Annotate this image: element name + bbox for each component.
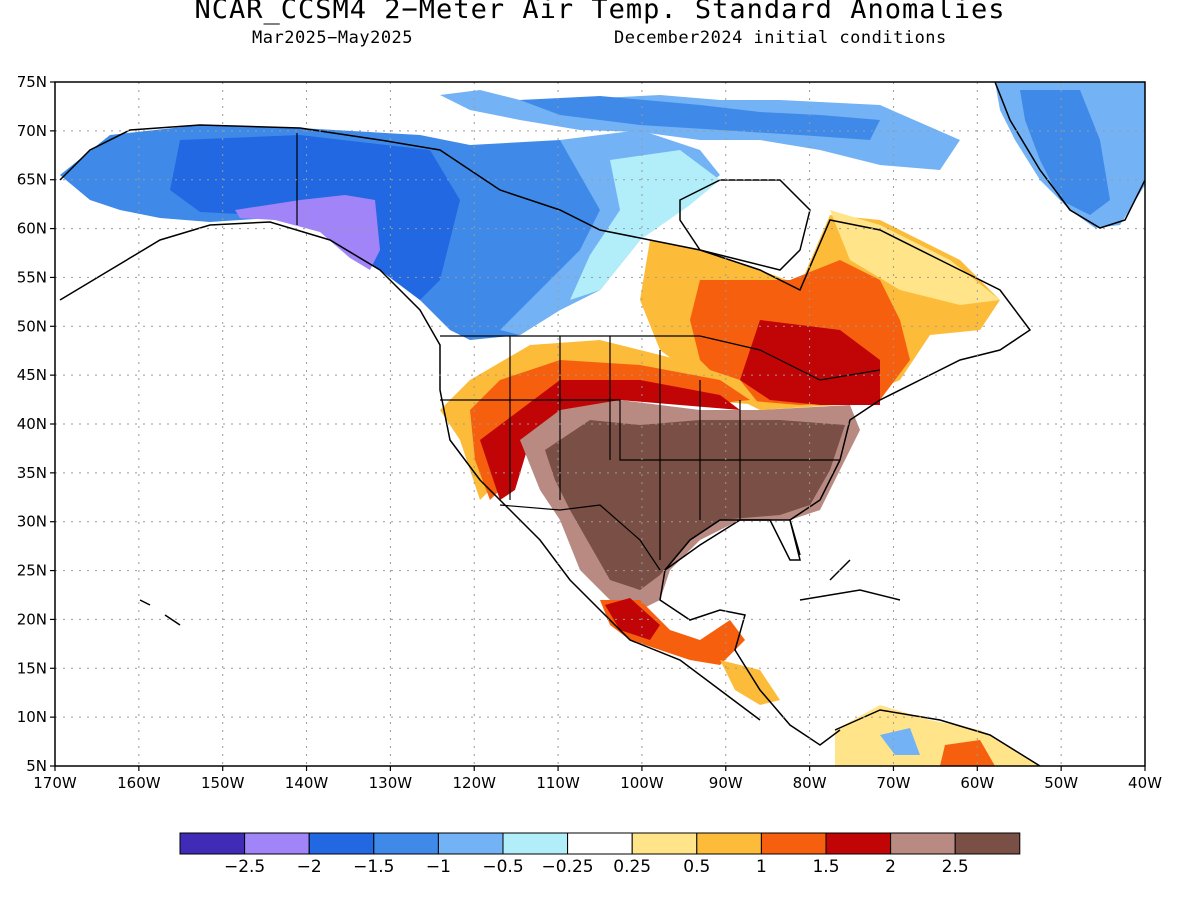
colorbar-swatch bbox=[308, 832, 375, 855]
colorbar-label: 0.5 bbox=[683, 857, 710, 877]
lat-tick-label: 25N bbox=[17, 562, 47, 580]
colorbar-swatch bbox=[890, 832, 956, 855]
very-strong-positive-anomaly bbox=[545, 420, 845, 590]
north-america-coast bbox=[59, 124, 1032, 746]
valid-period: Mar2025−May2025 bbox=[252, 28, 414, 48]
lat-tick-label: 10N bbox=[17, 708, 47, 726]
greenland-coast bbox=[994, 82, 1145, 229]
south-america-anomaly bbox=[880, 728, 920, 755]
graticule bbox=[55, 82, 1145, 766]
colorbar-label: −1.5 bbox=[353, 857, 394, 877]
colorbar-label: −0.25 bbox=[542, 857, 594, 877]
colorbar-swatch bbox=[373, 832, 439, 855]
lon-tick-label: 130W bbox=[369, 774, 413, 792]
initial-conditions: December2024 initial conditions bbox=[614, 28, 947, 48]
lat-tick-label: 65N bbox=[17, 171, 47, 189]
lon-tick-label: 140W bbox=[285, 774, 329, 792]
lat-tick-label: 30N bbox=[17, 513, 47, 531]
colorbar-label: 1 bbox=[756, 857, 767, 877]
state-lines bbox=[440, 336, 840, 560]
hawaii bbox=[139, 599, 181, 626]
colorbar-swatch bbox=[825, 832, 892, 855]
colorbar-swatch bbox=[437, 832, 504, 855]
lon-tick-label: 70W bbox=[877, 774, 911, 792]
lat-tick-label: 70N bbox=[17, 122, 47, 140]
lat-tick-label: 55N bbox=[17, 268, 47, 286]
colorbar-label: −1 bbox=[426, 857, 451, 877]
colorbar-swatch bbox=[179, 832, 246, 855]
colorbar-label: −0.5 bbox=[482, 857, 523, 877]
colorbar-label: −2 bbox=[297, 857, 322, 877]
lat-tick-label: 60N bbox=[17, 220, 47, 238]
lon-tick-label: 170W bbox=[33, 774, 77, 792]
us-canada-border bbox=[440, 335, 881, 381]
colorbar-swatch bbox=[631, 832, 698, 855]
south-america-anomaly bbox=[835, 705, 1040, 766]
caribbean-islands bbox=[799, 559, 901, 601]
lon-tick-label: 150W bbox=[201, 774, 245, 792]
colorbar-label: −2.5 bbox=[224, 857, 265, 877]
colorbar-label: 1.5 bbox=[812, 857, 839, 877]
colorbar-swatch bbox=[244, 832, 310, 855]
colorbar-label: 2.5 bbox=[942, 857, 969, 877]
lat-tick-label: 40N bbox=[17, 415, 47, 433]
lat-tick-label: 5N bbox=[26, 757, 47, 775]
lon-tick-label: 40W bbox=[1128, 774, 1162, 792]
lon-tick-label: 110W bbox=[536, 774, 580, 792]
lon-tick-label: 100W bbox=[620, 774, 664, 792]
greenland-anomaly bbox=[1020, 90, 1110, 215]
lat-tick-label: 50N bbox=[17, 317, 47, 335]
weak-positive-anomaly bbox=[830, 210, 1000, 305]
colorbar-swatch bbox=[954, 832, 1021, 855]
anomaly-shading bbox=[60, 82, 1145, 766]
lon-tick-label: 60W bbox=[960, 774, 994, 792]
weak-positive-anomaly bbox=[720, 660, 780, 705]
lat-tick-label: 45N bbox=[17, 366, 47, 384]
map-title: NCAR_CCSM4 2−Meter Air Temp. Standard An… bbox=[194, 0, 1006, 25]
arctic-island-cool bbox=[520, 96, 880, 140]
colorbar-swatch bbox=[567, 832, 633, 855]
colorbar: −2.5 −2 −1.5 −1 −0.5 −0.25 0.25 0.5 1 1.5 2 2.5 bbox=[179, 832, 1021, 877]
lon-tick-label: 160W bbox=[117, 774, 161, 792]
map-area bbox=[55, 82, 1145, 766]
lon-tick-label: 120W bbox=[452, 774, 496, 792]
lat-tick-label: 75N bbox=[17, 73, 47, 91]
colorbar-label: 2 bbox=[885, 857, 896, 877]
lon-tick-label: 80W bbox=[793, 774, 827, 792]
strong-positive-anomaly bbox=[480, 380, 740, 500]
south-america-anomaly bbox=[940, 740, 995, 766]
colorbar-swatch bbox=[696, 832, 762, 855]
hudson-bay-coast bbox=[679, 179, 811, 271]
us-mexico-border bbox=[499, 504, 661, 571]
lat-tick-label: 20N bbox=[17, 610, 47, 628]
lon-tick-label: 50W bbox=[1044, 774, 1078, 792]
weakest-negative-anomaly bbox=[570, 150, 720, 300]
colorbar-label: 0.25 bbox=[613, 857, 651, 877]
lon-tick-label: 90W bbox=[709, 774, 743, 792]
political-borders bbox=[296, 133, 881, 571]
axis-ticks: 75N 70N 65N 60N 55N 50N 45N 40N 35N 30N 25N 20N 15N 1… bbox=[17, 73, 1162, 792]
lat-tick-label: 15N bbox=[17, 659, 47, 677]
lat-tick-label: 35N bbox=[17, 464, 47, 482]
colorbar-swatch bbox=[502, 832, 569, 855]
colorbar-swatch bbox=[760, 832, 827, 855]
strong-negative-anomaly bbox=[235, 195, 380, 270]
